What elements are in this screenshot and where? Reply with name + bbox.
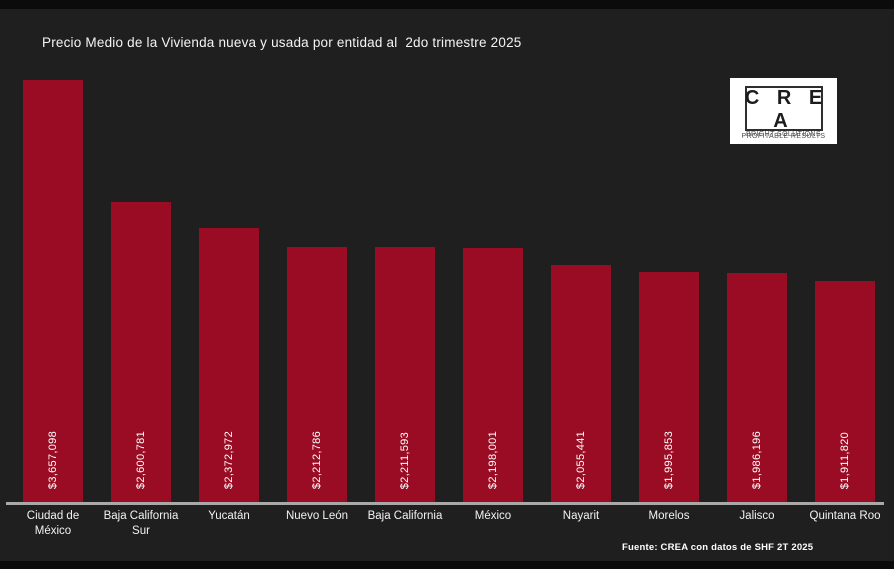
bar: $1,995,853 [639, 272, 699, 502]
bar-value-label: $2,600,781 [135, 430, 147, 489]
bar: $1,986,196 [727, 273, 787, 502]
category-label: Ciudad de México [26, 510, 80, 537]
bar-column: $2,198,001 [449, 80, 537, 502]
bar-value-label: $1,911,820 [839, 431, 851, 489]
bar-value-label: $2,212,786 [311, 430, 323, 489]
bar-column: $1,986,196 [713, 80, 801, 502]
bar-column: $2,055,441 [537, 80, 625, 502]
bar: $3,657,098 [23, 80, 83, 502]
category-label: Nayarit [562, 510, 600, 522]
crea-logo-tagline-2: PROFITABLE RESULTS [741, 133, 826, 140]
chart-title: Precio Medio de la Vivienda nueva y usad… [42, 35, 522, 50]
bar-value-label: $2,211,593 [399, 431, 411, 489]
bar-series: $3,657,098 $2,600,781 $2,372,972 $2,212,786… [9, 80, 889, 502]
bar-column: $2,600,781 [97, 80, 185, 502]
crea-logo: C R E A BRIGHT SOLUTIONS PROFITABLE RESU… [730, 78, 837, 144]
crea-logo-frame [745, 86, 823, 131]
crea-logo-tagline-1: BRIGHT SOLUTIONS [730, 123, 837, 141]
bar: $2,600,781 [111, 202, 171, 502]
bar-value-label: $2,372,972 [223, 430, 235, 489]
bar-value-label: $1,986,196 [751, 430, 763, 489]
category-label: Yucatán [208, 510, 250, 522]
bar: $2,372,972 [199, 228, 259, 502]
category-label: Jalisco [739, 510, 775, 522]
bar-column: $1,911,820 [801, 80, 889, 502]
top-edge-strip [0, 0, 894, 9]
bottom-edge-strip [0, 561, 894, 569]
category-label: Morelos [648, 510, 690, 522]
bar: $2,055,441 [551, 265, 611, 502]
category-label: Baja California Sur [103, 510, 179, 537]
bar: $2,212,786 [287, 247, 347, 502]
category-label: Baja California [367, 510, 443, 522]
x-axis-line [6, 502, 884, 505]
category-label: Nuevo León [285, 510, 349, 522]
bar: $1,911,820 [815, 281, 875, 502]
x-axis-labels: Ciudad de México Baja California Sur Yucat… [9, 509, 889, 539]
bar-column: $2,372,972 [185, 80, 273, 502]
bar-column: $3,657,098 [9, 80, 97, 502]
crea-logo-wordmark: C R E A [744, 87, 829, 132]
bar-value-label: $2,055,441 [575, 430, 587, 489]
bar-value-label: $1,995,853 [663, 430, 675, 489]
bar-column: $2,211,593 [361, 80, 449, 502]
bar-value-label: $3,657,098 [47, 430, 59, 489]
bar-value-label: $2,198,001 [487, 430, 499, 489]
bar-column: $2,212,786 [273, 80, 361, 502]
category-label: Quintana Roo [809, 510, 881, 522]
source-note: Fuente: CREA con datos de SHF 2T 2025 [622, 542, 814, 553]
category-label: México [474, 510, 512, 522]
bar-column: $1,995,853 [625, 80, 713, 502]
bar: $2,211,593 [375, 247, 435, 502]
bar: $2,198,001 [463, 248, 523, 502]
